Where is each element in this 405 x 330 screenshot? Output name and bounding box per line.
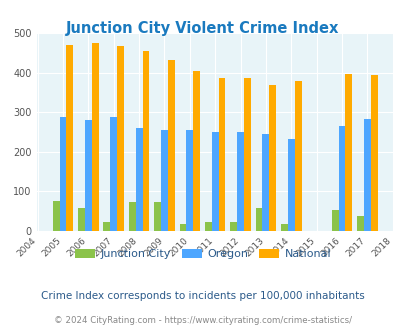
Bar: [186, 130, 193, 231]
Bar: [211, 132, 218, 231]
Bar: [103, 222, 110, 231]
Bar: [135, 128, 142, 231]
Bar: [269, 85, 275, 231]
Bar: [262, 134, 269, 231]
Bar: [287, 139, 294, 231]
Text: Crime Index corresponds to incidents per 100,000 inhabitants: Crime Index corresponds to incidents per…: [41, 291, 364, 301]
Bar: [218, 78, 225, 231]
Bar: [179, 224, 186, 231]
Text: Junction City Violent Crime Index: Junction City Violent Crime Index: [66, 21, 339, 36]
Bar: [363, 119, 370, 231]
Bar: [78, 208, 85, 231]
Bar: [154, 203, 161, 231]
Text: © 2024 CityRating.com - https://www.cityrating.com/crime-statistics/: © 2024 CityRating.com - https://www.city…: [54, 316, 351, 325]
Bar: [193, 71, 200, 231]
Bar: [161, 130, 168, 231]
Bar: [370, 75, 377, 231]
Bar: [60, 116, 66, 231]
Bar: [168, 60, 174, 231]
Bar: [92, 43, 98, 231]
Legend: Junction City, Oregon, National: Junction City, Oregon, National: [70, 244, 335, 263]
Bar: [331, 210, 338, 231]
Bar: [66, 45, 73, 231]
Bar: [205, 222, 211, 231]
Bar: [255, 209, 262, 231]
Bar: [356, 216, 363, 231]
Bar: [280, 224, 287, 231]
Bar: [110, 116, 117, 231]
Bar: [237, 132, 243, 231]
Bar: [142, 51, 149, 231]
Bar: [85, 120, 92, 231]
Bar: [338, 126, 345, 231]
Bar: [53, 201, 60, 231]
Bar: [243, 78, 250, 231]
Bar: [117, 46, 124, 231]
Bar: [128, 203, 135, 231]
Bar: [345, 74, 352, 231]
Bar: [230, 222, 237, 231]
Bar: [294, 81, 301, 231]
